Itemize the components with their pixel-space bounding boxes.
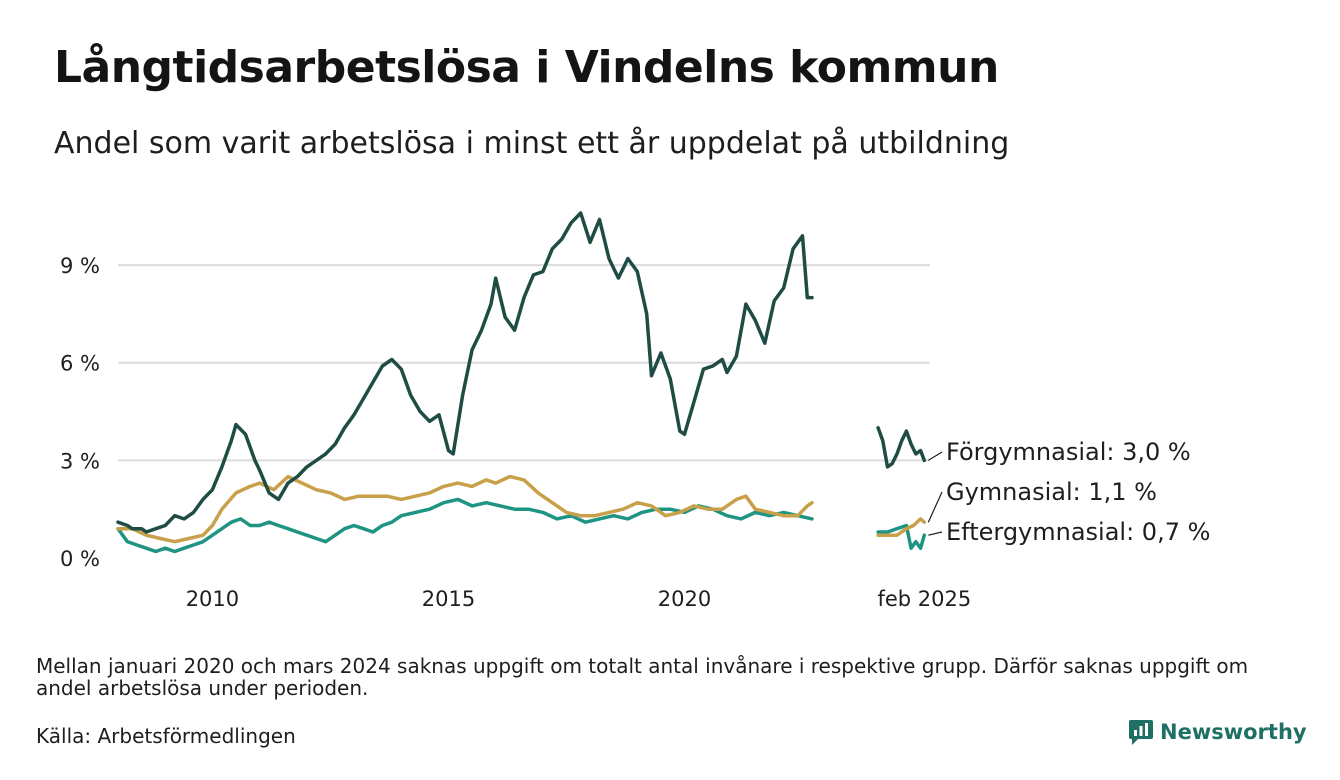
y-tick-label: 9 % xyxy=(60,254,100,278)
newsworthy-logo-icon xyxy=(1129,720,1153,745)
x-axis-ticks: 2010 2015 2020 feb 2025 xyxy=(186,587,972,611)
series-lines xyxy=(116,211,927,554)
footnote: Mellan januari 2020 och mars 2024 saknas… xyxy=(36,654,1249,700)
end-label-gymnasial: Gymnasial: 1,1 % xyxy=(946,478,1157,506)
end-label-connector xyxy=(927,491,943,523)
series-line-gymnasial xyxy=(876,517,927,537)
x-tick-label: 2020 xyxy=(658,587,711,611)
y-tick-label: 6 % xyxy=(60,352,100,376)
x-tick-label: 2010 xyxy=(186,587,239,611)
series-line-gymnasial xyxy=(116,474,814,544)
source-text: Källa: Arbetsförmedlingen xyxy=(36,724,296,748)
end-labels: Förgymnasial: 3,0 % Gymnasial: 1,1 % Efter… xyxy=(927,438,1210,546)
newsworthy-brand[interactable]: Newsworthy xyxy=(1128,718,1307,746)
brand-name: Newsworthy xyxy=(1160,720,1307,744)
end-label-connector xyxy=(928,451,943,461)
line-chart: 0 % 3 % 6 % 9 % 2010 2015 2020 feb 2025 Förgym… xyxy=(60,211,1210,611)
end-label-eftergymnasial: Eftergymnasial: 0,7 % xyxy=(946,518,1210,546)
series-line-förgymnasial xyxy=(876,426,927,469)
x-tick-label: 2015 xyxy=(422,587,475,611)
y-tick-label: 0 % xyxy=(60,547,100,571)
y-axis-ticks: 0 % 3 % 6 % 9 % xyxy=(60,254,100,571)
end-label-connector xyxy=(928,531,943,536)
chart-title: Långtidsarbetslösa i Vindelns kommun xyxy=(54,42,999,93)
end-label-förgymnasial: Förgymnasial: 3,0 % xyxy=(946,438,1191,466)
y-tick-label: 3 % xyxy=(60,449,100,473)
series-line-eftergymnasial xyxy=(116,497,814,554)
series-line-eftergymnasial xyxy=(876,523,927,550)
series-line-förgymnasial xyxy=(116,211,814,534)
chart-subtitle: Andel som varit arbetslösa i minst ett å… xyxy=(54,126,1010,161)
x-tick-label: feb 2025 xyxy=(877,587,971,611)
